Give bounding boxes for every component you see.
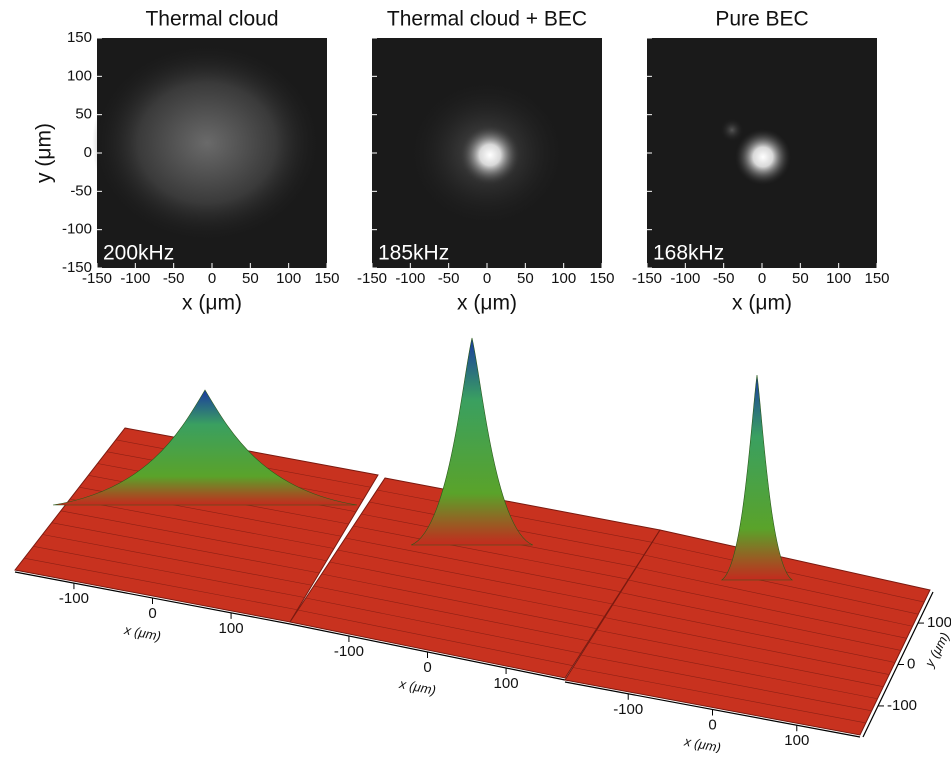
x-tick-label: 0 bbox=[483, 270, 491, 287]
x-tick-label: -100 bbox=[120, 270, 150, 287]
x-tick-label: 50 bbox=[792, 270, 809, 287]
x-label: x (μm) bbox=[457, 292, 517, 315]
figure: Thermal cloud 200kHz -150 -100 -50 0 50 100 150 x… bbox=[0, 0, 951, 753]
x-tick-label: 0 bbox=[208, 270, 216, 287]
surface-plots: -100 0 100 x (μm) -100 0 100 x (μm) -100 0 100 x (μ… bbox=[15, 338, 951, 753]
freq-label: 200kHz bbox=[103, 242, 174, 265]
y-tick-label: 50 bbox=[75, 106, 92, 123]
x-tick-label: -100 bbox=[613, 701, 643, 718]
y-tick-label: -50 bbox=[70, 182, 92, 199]
x-tick-label: 0 bbox=[708, 716, 716, 733]
x-tick-label: -100 bbox=[334, 643, 364, 660]
x-label: x (μm) bbox=[732, 292, 792, 315]
x-tick-label: -100 bbox=[670, 270, 700, 287]
x-tick-label: 50 bbox=[242, 270, 259, 287]
y-tick-label: 100 bbox=[927, 614, 951, 631]
x-tick-label: -150 bbox=[357, 270, 387, 287]
x-tick-label: 100 bbox=[494, 675, 519, 692]
x-tick-label: 150 bbox=[864, 270, 889, 287]
y-label: y (μm) bbox=[33, 123, 56, 183]
cloud bbox=[92, 43, 322, 243]
freq-label: 168kHz bbox=[653, 242, 724, 265]
x-tick-label: 50 bbox=[517, 270, 534, 287]
x-tick-label: 0 bbox=[423, 659, 431, 676]
x-tick-label: -100 bbox=[59, 590, 89, 607]
x-label: x (μm) bbox=[122, 622, 162, 644]
bec bbox=[735, 129, 791, 185]
y-tick-label: -150 bbox=[62, 259, 92, 276]
x-tick-label: -50 bbox=[438, 270, 460, 287]
x-tick-label: 100 bbox=[551, 270, 576, 287]
x-tick-label: -100 bbox=[395, 270, 425, 287]
x-tick-label: 100 bbox=[219, 620, 244, 637]
x-tick-label: -150 bbox=[632, 270, 662, 287]
x-tick-label: 100 bbox=[784, 732, 809, 749]
bec bbox=[460, 125, 520, 185]
freq-label: 185kHz bbox=[378, 242, 449, 265]
panel-title: Thermal cloud bbox=[145, 8, 278, 31]
y-tick-label: -100 bbox=[887, 697, 917, 714]
x-tick-label: 0 bbox=[758, 270, 766, 287]
y-label: y (μm) bbox=[921, 630, 951, 670]
image-panels: Thermal cloud 200kHz -150 -100 -50 0 50 100 150 x… bbox=[33, 8, 890, 315]
x-tick-label: 150 bbox=[314, 270, 339, 287]
x-tick-label: -50 bbox=[163, 270, 185, 287]
x-label: x (μm) bbox=[397, 676, 437, 698]
x-tick-label: 150 bbox=[589, 270, 614, 287]
y-tick-label: -100 bbox=[62, 221, 92, 238]
panel-title: Thermal cloud + BEC bbox=[387, 8, 587, 31]
x-tick-label: 100 bbox=[826, 270, 851, 287]
x-tick-label: 0 bbox=[148, 605, 156, 622]
y-tick-label: 100 bbox=[67, 67, 92, 84]
panel-title: Pure BEC bbox=[715, 8, 808, 31]
bec-echo bbox=[720, 118, 744, 142]
x-tick-label: 100 bbox=[276, 270, 301, 287]
x-tick-label: -50 bbox=[713, 270, 735, 287]
x-label: x (μm) bbox=[182, 292, 242, 315]
x-label: x (μm) bbox=[682, 733, 722, 753]
y-tick-label: 0 bbox=[84, 144, 92, 161]
y-tick-label: 150 bbox=[67, 29, 92, 46]
y-tick-label: 0 bbox=[907, 655, 915, 672]
